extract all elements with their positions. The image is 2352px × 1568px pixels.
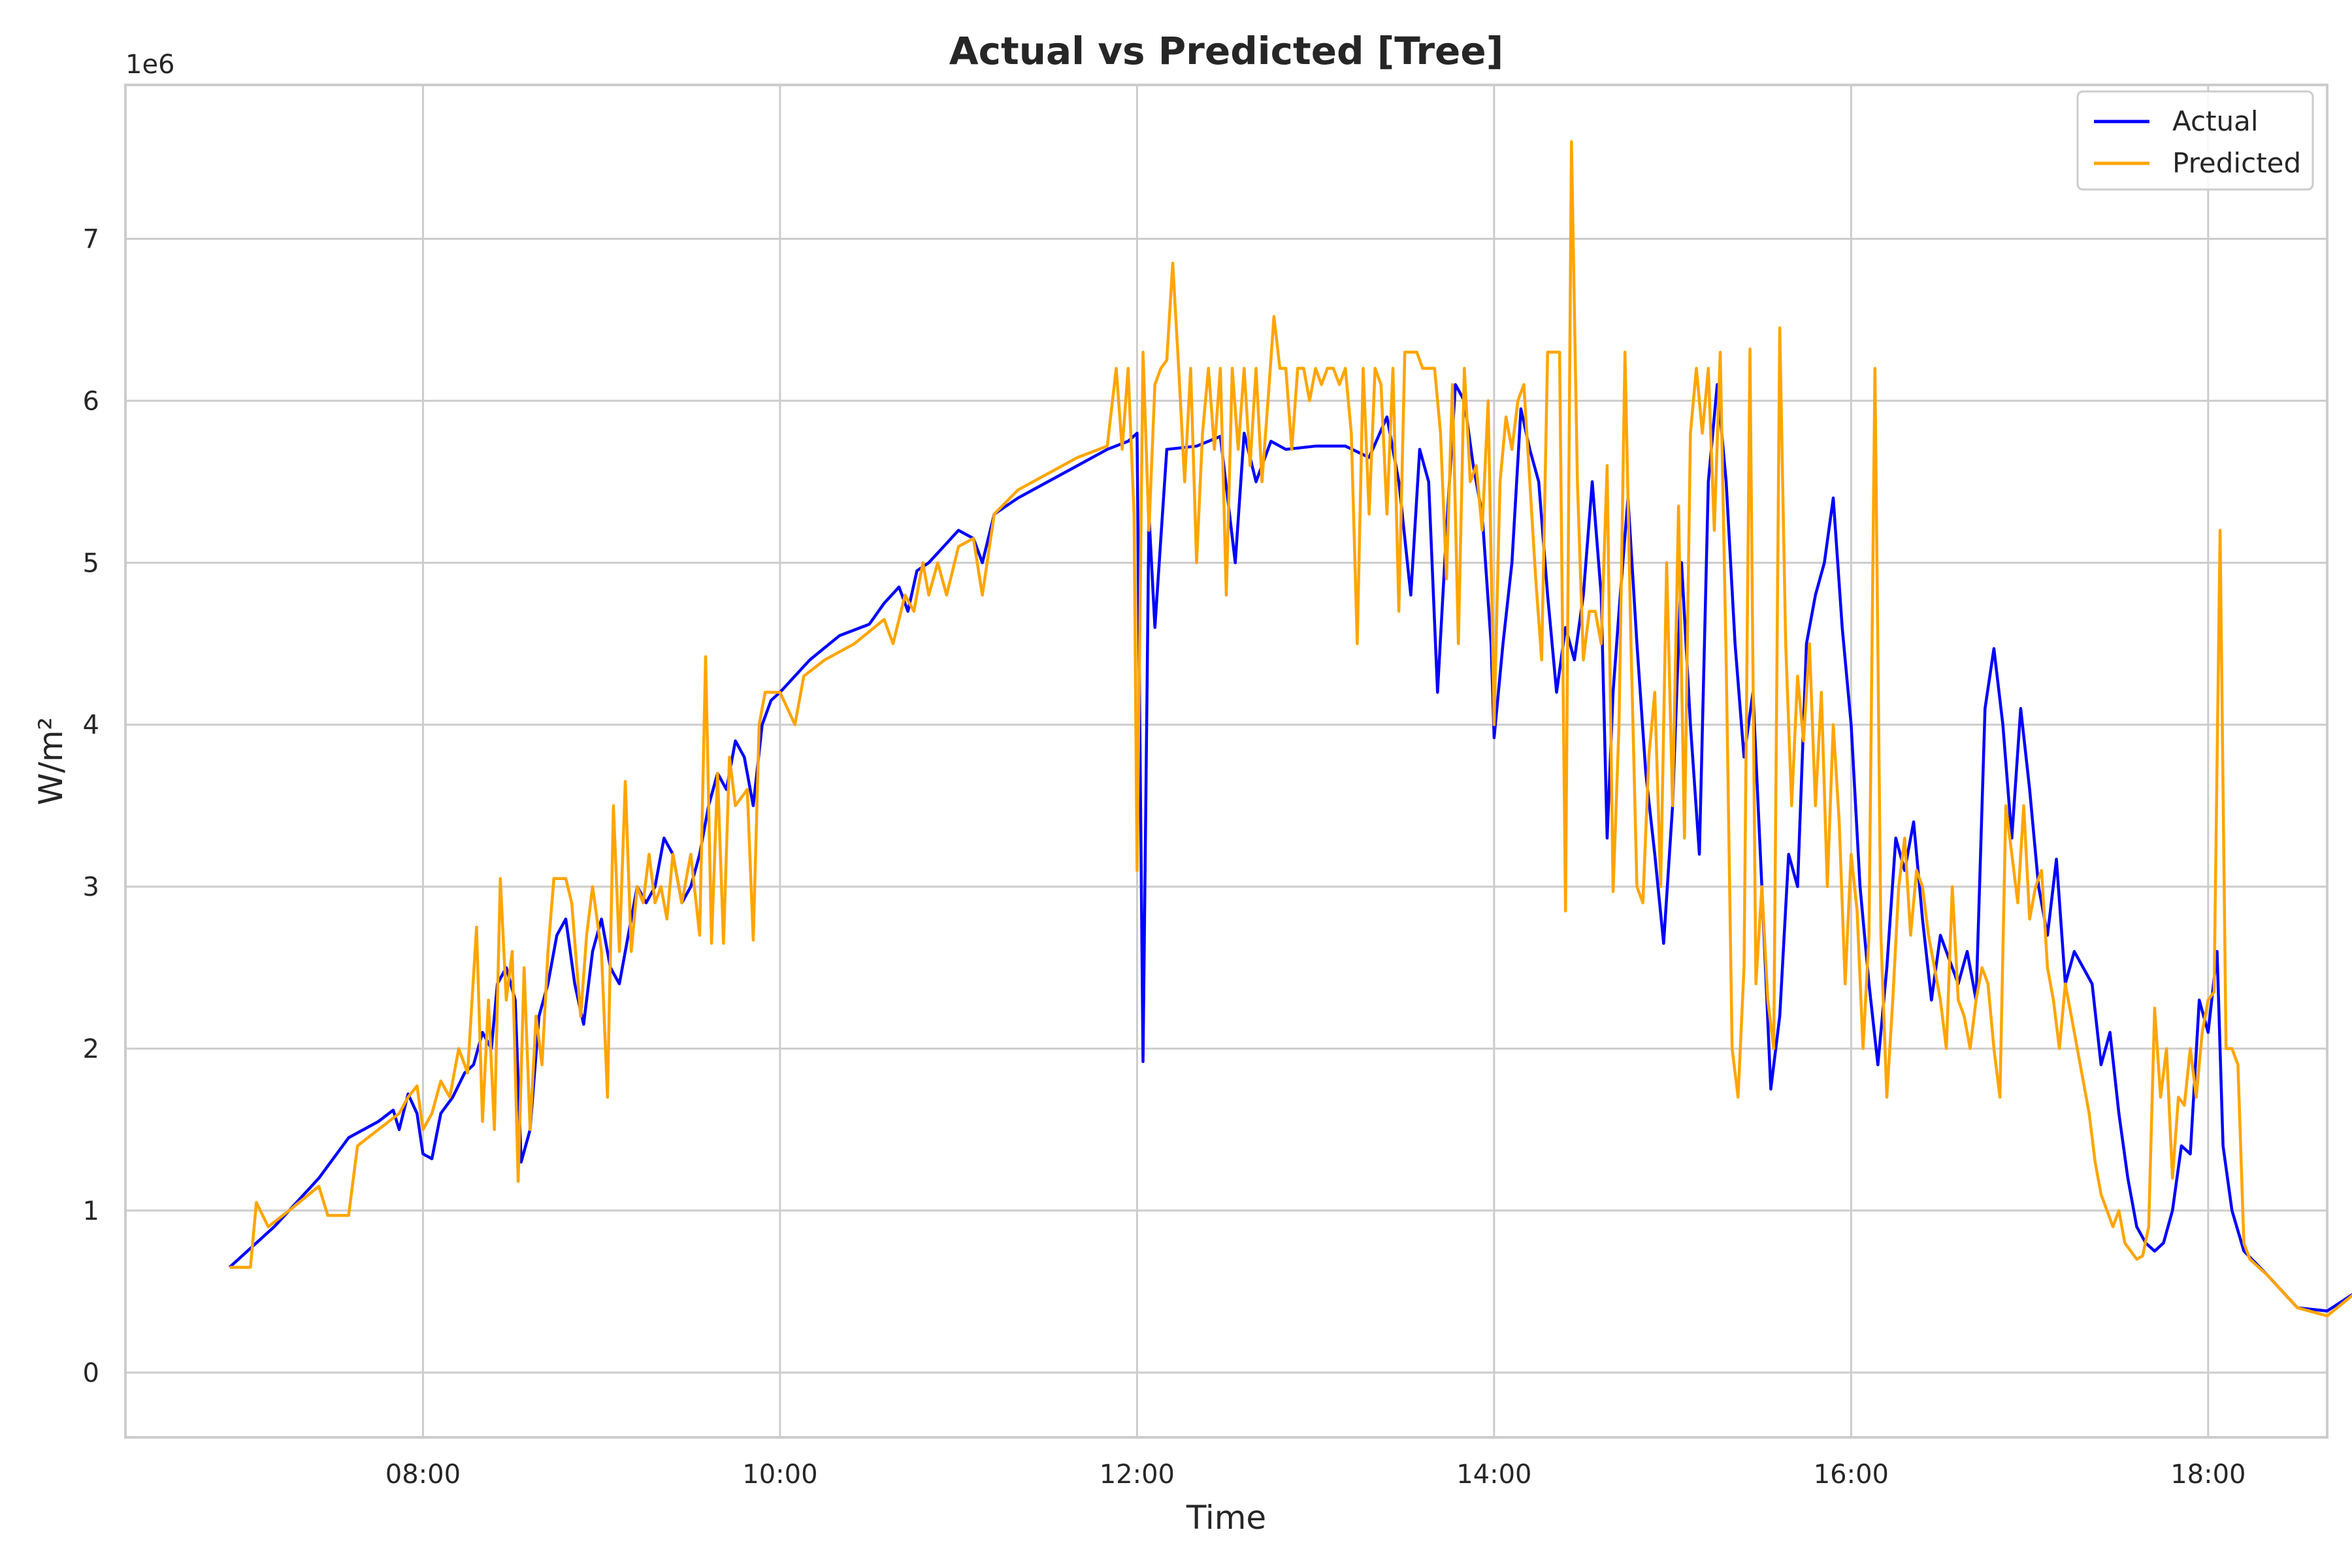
legend: Actual Predicted bbox=[2076, 90, 2314, 191]
x-gridlines bbox=[421, 85, 2210, 1437]
y-axis-label: W/m² bbox=[32, 717, 70, 805]
y-tick-label: 4 bbox=[83, 710, 99, 740]
y-tick-label: 3 bbox=[83, 872, 99, 902]
y-tick-label: 6 bbox=[83, 386, 99, 416]
legend-label-actual: Actual bbox=[2172, 105, 2259, 137]
plot-frame bbox=[124, 84, 2328, 1439]
x-tick-label: 08:00 bbox=[385, 1460, 461, 1490]
x-tick-label: 12:00 bbox=[1100, 1460, 1175, 1490]
y-tick-label: 1 bbox=[83, 1196, 99, 1226]
y-axis-multiplier: 1e6 bbox=[125, 50, 175, 80]
x-axis-label: Time bbox=[1186, 1499, 1266, 1537]
x-tick-label: 16:00 bbox=[1814, 1460, 1889, 1490]
y-tick-label: 7 bbox=[83, 225, 99, 255]
y-tick-labels: 0 1 2 3 4 5 6 7 bbox=[83, 225, 99, 1388]
series-layer bbox=[228, 140, 2352, 1318]
y-tick-label: 2 bbox=[83, 1034, 99, 1064]
y-tick-label: 0 bbox=[83, 1358, 99, 1388]
x-tick-label: 14:00 bbox=[1456, 1460, 1531, 1490]
x-tick-label: 10:00 bbox=[742, 1460, 817, 1490]
series-line-actual bbox=[228, 383, 2352, 1313]
x-tick-label: 18:00 bbox=[2170, 1460, 2246, 1490]
chart-title: Actual vs Predicted [Tree] bbox=[949, 29, 1504, 73]
series-line-predicted bbox=[229, 140, 2352, 1318]
y-tick-label: 5 bbox=[83, 548, 99, 578]
legend-label-predicted: Predicted bbox=[2172, 147, 2301, 179]
x-tick-labels: 08:00 10:00 12:00 14:00 16:00 18:00 bbox=[385, 1460, 2246, 1490]
